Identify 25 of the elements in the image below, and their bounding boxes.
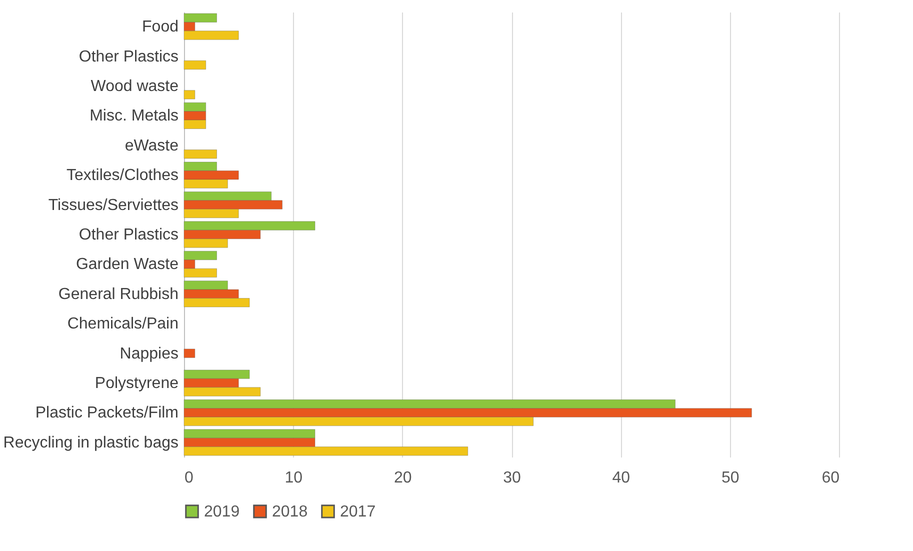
x-tick-label: 20 bbox=[394, 470, 412, 486]
y-tick-label: Other Plastics bbox=[78, 226, 178, 244]
y-tick-label: Recycling in plastic bags bbox=[3, 434, 178, 452]
x-tick-label: 60 bbox=[822, 470, 840, 486]
y-tick-label: Misc. Metals bbox=[90, 108, 178, 125]
y-tick-label: Wood waste bbox=[90, 78, 179, 95]
legend-label: 2018 bbox=[272, 503, 308, 520]
y-tick-label: Food bbox=[142, 18, 178, 36]
y-tick-label: Tissues/Serviettes bbox=[48, 196, 178, 214]
y-tick-label: Chemicals/Pain bbox=[67, 316, 178, 333]
y-tick-label: Garden Waste bbox=[76, 256, 179, 274]
legend-label: 2017 bbox=[340, 503, 376, 520]
legend-label: 2019 bbox=[204, 503, 240, 520]
x-tick-label: 50 bbox=[721, 470, 740, 486]
y-tick-label: General Rubbish bbox=[58, 286, 178, 303]
y-tick-label: Polystyrene bbox=[94, 375, 179, 392]
x-tick-label: 10 bbox=[284, 470, 303, 486]
y-tick-label: eWaste bbox=[124, 137, 179, 154]
y-tick-label: Plastic Packets/Film bbox=[35, 404, 178, 422]
x-tick-label: 0 bbox=[184, 470, 194, 486]
y-tick-label: Textiles/Clothes bbox=[66, 167, 178, 184]
x-tick-label: 30 bbox=[503, 470, 521, 486]
y-tick-label: Other Plastics bbox=[78, 48, 178, 66]
y-tick-label: Nappies bbox=[120, 345, 178, 362]
x-tick-label: 40 bbox=[612, 470, 630, 486]
